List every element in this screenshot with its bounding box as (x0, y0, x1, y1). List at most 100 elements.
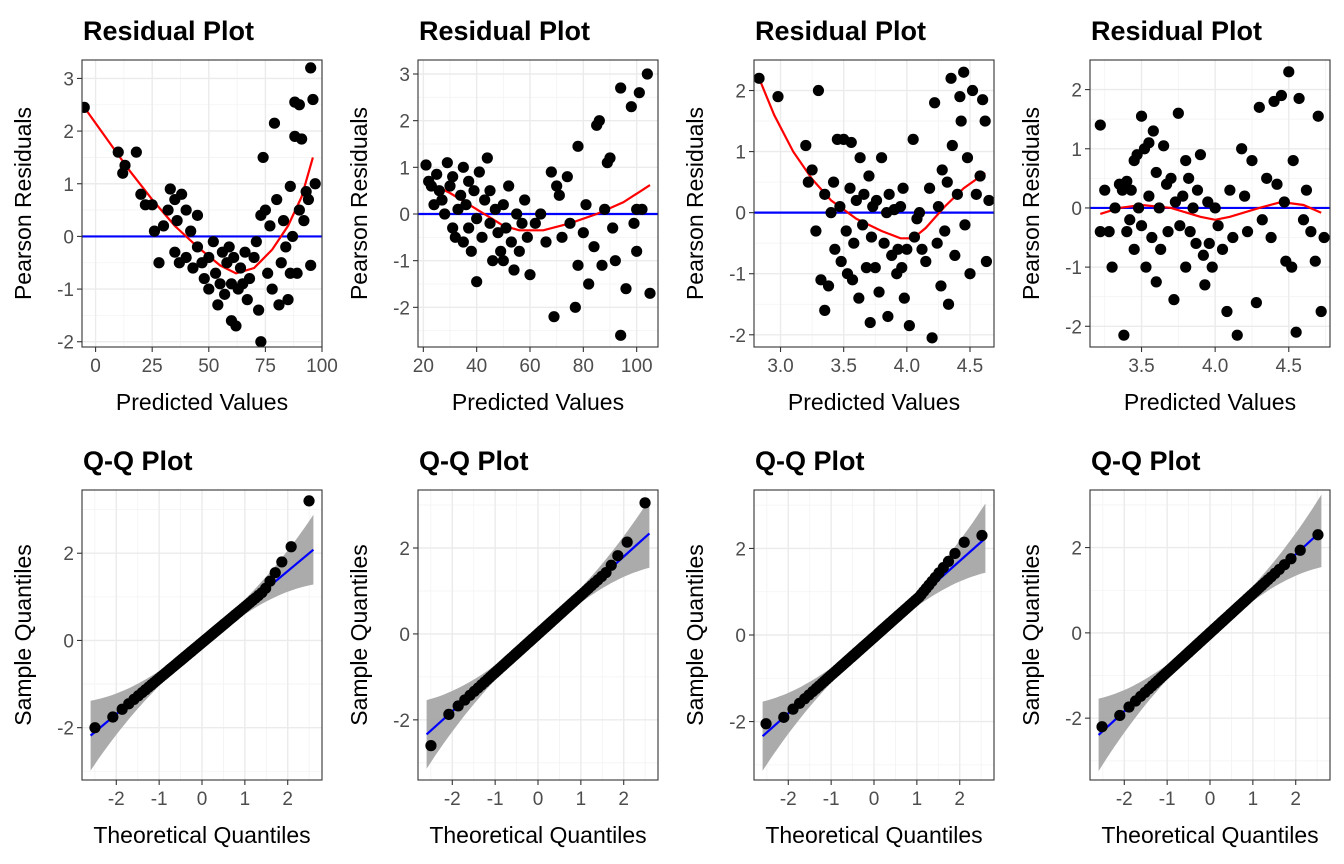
chart-title: Residual Plot (419, 16, 590, 46)
data-point (583, 278, 595, 290)
x-tick-label: 0 (90, 356, 101, 377)
data-point (896, 262, 908, 274)
y-tick-label: 2 (399, 539, 410, 560)
x-tick-label: 0 (533, 789, 544, 810)
data-point (1290, 326, 1302, 338)
y-tick-label: -2 (57, 333, 74, 354)
data-point (949, 547, 961, 560)
data-point (1094, 119, 1106, 131)
data-point (628, 217, 640, 229)
data-point (1146, 231, 1158, 244)
data-point (644, 287, 656, 299)
data-point (1203, 237, 1215, 250)
data-point (521, 231, 533, 243)
x-tick-label: 50 (198, 356, 219, 377)
y-tick-label: 0 (399, 625, 410, 646)
data-point (148, 225, 161, 237)
data-point (455, 189, 467, 201)
data-point (854, 152, 866, 164)
data-point (1177, 190, 1189, 202)
data-point (864, 316, 876, 329)
data-point (966, 84, 979, 97)
data-point (1109, 202, 1121, 214)
data-point (827, 176, 840, 188)
x-tick-label: 2 (282, 789, 293, 810)
data-point (636, 203, 648, 215)
data-point (974, 170, 986, 182)
x-tick-label: 100 (621, 356, 653, 377)
data-point (465, 245, 477, 257)
y-tick-label: 2 (735, 82, 746, 103)
chart-panel-4: 3.5 4.0 4.5 -2 -1 0 1 2 Residual Plot Predicted V… (1018, 16, 1331, 415)
data-point (901, 243, 913, 255)
data-point (604, 152, 616, 164)
data-point (641, 68, 653, 80)
data-point (1236, 143, 1248, 155)
y-axis-label: Sample Quantiles (346, 544, 372, 726)
plot-area (1096, 494, 1324, 772)
data-point (1168, 294, 1180, 306)
y-tick-label: 1 (735, 143, 746, 164)
data-point (964, 268, 976, 280)
data-point (857, 219, 869, 231)
data-point (286, 230, 299, 243)
data-point (82, 101, 90, 113)
data-point (1184, 226, 1196, 238)
data-point (931, 237, 943, 249)
data-point (873, 286, 885, 298)
data-points (425, 497, 651, 752)
chart-title: Q-Q Plot (1091, 446, 1201, 476)
x-tick-label: 1 (912, 789, 923, 810)
y-tick-label: 0 (63, 227, 74, 248)
data-point (870, 194, 883, 207)
data-point (977, 94, 989, 106)
data-point (865, 231, 878, 243)
data-point (107, 711, 119, 723)
chart-title: Q-Q Plot (419, 446, 529, 476)
data-point (1293, 92, 1305, 105)
data-point (169, 246, 181, 258)
data-point (1165, 172, 1177, 184)
data-point (293, 204, 305, 216)
data-point (285, 541, 297, 553)
x-axis-label: Theoretical Quantiles (765, 822, 982, 848)
y-tick-label: -1 (729, 265, 746, 286)
y-axis-label: Sample Quantiles (10, 544, 36, 726)
data-point (605, 559, 617, 571)
data-point (612, 550, 624, 562)
data-point (908, 231, 921, 243)
gridlines (418, 490, 658, 780)
data-point (513, 245, 525, 257)
y-axis-label: Pearson Residuals (1018, 107, 1044, 300)
data-point (228, 251, 240, 264)
x-tick-label: 4.5 (957, 356, 983, 377)
data-point (1132, 202, 1145, 214)
data-point (892, 243, 904, 255)
chart-title: Residual Plot (83, 16, 254, 46)
data-point (1294, 544, 1306, 556)
x-axis-label: Predicted Values (1124, 389, 1296, 415)
data-point (979, 115, 991, 127)
data-point (936, 164, 948, 176)
data-point (1212, 220, 1224, 232)
x-tick-label: -1 (487, 789, 504, 810)
data-point (941, 176, 953, 188)
data-point (907, 133, 919, 145)
data-point (846, 274, 859, 286)
data-point (1103, 226, 1115, 238)
data-point (806, 164, 818, 176)
data-point (112, 146, 124, 158)
data-point (293, 99, 305, 111)
data-point (1135, 220, 1148, 232)
data-point (878, 237, 890, 249)
data-point (932, 200, 945, 213)
data-point (1106, 261, 1118, 273)
data-point (1275, 89, 1288, 102)
data-point (577, 227, 589, 239)
data-point (307, 93, 319, 106)
data-point (1094, 226, 1106, 238)
data-point (89, 722, 101, 734)
data-point (802, 176, 814, 188)
data-point (631, 245, 643, 257)
data-point (858, 188, 870, 200)
